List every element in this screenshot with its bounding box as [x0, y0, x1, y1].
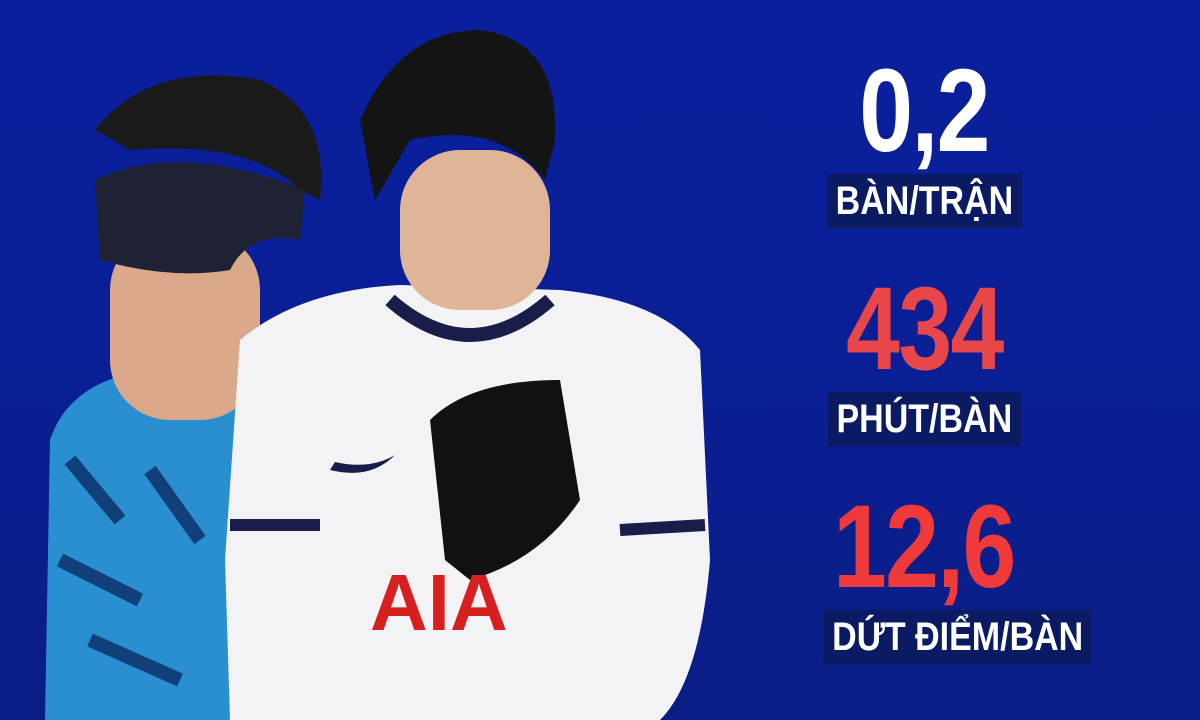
stat-value: 12,6 [833, 481, 1016, 613]
stat-value: 0,2 [859, 45, 990, 177]
svg-text:AIA: AIA [370, 558, 508, 647]
stat-label: PHÚT/BÀN [827, 392, 1021, 446]
stat-shots-per-goal: 12,6 DỨT ĐIỂM/BÀN [800, 481, 1092, 664]
stat-goals-per-match: 0,2 BÀN/TRẬN [800, 52, 1048, 228]
stat-value: 434 [845, 263, 1004, 395]
stat-label: DỨT ĐIỂM/BÀN [823, 610, 1092, 664]
player-photo: AIA [45, 30, 710, 720]
stat-label: BÀN/TRẬN [826, 174, 1022, 228]
stat-minutes-per-goal: 434 PHÚT/BÀN [800, 270, 1048, 446]
clapping-player: AIA [225, 30, 710, 720]
